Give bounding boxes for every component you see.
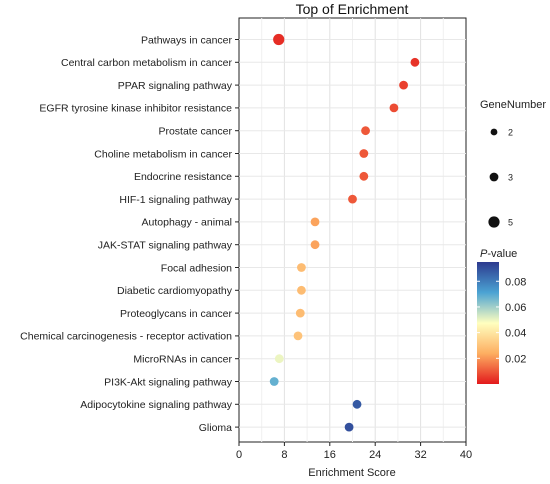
color-scale-bar <box>477 262 499 384</box>
x-axis-ticks: 0 8 16 24 32 40 <box>236 442 472 461</box>
category-label: PPAR signaling pathway <box>118 80 233 92</box>
category-label: Chemical carcinogenesis - receptor activ… <box>20 331 232 343</box>
data-point <box>274 354 284 364</box>
category-label: Autophagy - animal <box>142 217 232 229</box>
size-legend: GeneNumber 2 3 5 <box>480 99 546 228</box>
category-label: PI3K-Akt signaling pathway <box>104 376 233 388</box>
data-point <box>297 263 306 272</box>
category-label: Proteoglycans in cancer <box>120 308 233 320</box>
category-label: Glioma <box>199 422 232 434</box>
data-point <box>361 126 370 136</box>
category-label: Central carbon metabolism in cancer <box>61 57 232 69</box>
size-legend-label: 2 <box>508 128 513 138</box>
size-legend-label: 3 <box>508 173 513 183</box>
plot-area <box>238 17 467 443</box>
size-legend-dot <box>490 128 498 136</box>
category-label: Pathways in cancer <box>141 34 233 46</box>
color-legend: P-value 0.02 0.04 0.06 0.08 <box>477 248 526 384</box>
category-label: Choline metabolism in cancer <box>94 148 232 160</box>
color-tick-label: 0.08 <box>505 276 526 288</box>
x-tick-label: 8 <box>281 449 287 461</box>
size-legend-dot <box>489 172 499 182</box>
data-point <box>273 33 285 46</box>
category-label: JAK-STAT signaling pathway <box>98 240 233 252</box>
chart-title: Top of Enrichment <box>296 1 409 17</box>
category-label: Adipocytokine signaling pathway <box>80 399 233 411</box>
data-point <box>297 285 306 295</box>
data-point <box>293 331 303 341</box>
data-point <box>359 149 369 158</box>
x-tick-label: 16 <box>324 449 336 461</box>
category-label: Focal adhesion <box>161 262 232 274</box>
data-point <box>389 103 399 113</box>
category-label: HIF-1 signaling pathway <box>119 194 232 206</box>
category-label: Diabetic cardiomyopathy <box>117 285 233 297</box>
x-axis-label: Enrichment Score <box>308 467 395 479</box>
x-tick-label: 32 <box>414 449 426 461</box>
data-point <box>348 194 357 204</box>
category-label: Prostate cancer <box>158 126 232 138</box>
data-point <box>359 171 369 181</box>
category-label: Endocrine resistance <box>134 171 232 183</box>
data-point <box>295 308 305 318</box>
size-legend-title: GeneNumber <box>480 99 546 111</box>
data-point <box>310 240 320 250</box>
data-point <box>269 377 279 386</box>
data-point <box>399 80 408 90</box>
data-point <box>344 422 354 432</box>
data-point <box>352 399 362 409</box>
x-tick-label: 24 <box>369 449 381 461</box>
data-point <box>410 57 420 67</box>
color-tick-label: 0.06 <box>505 302 526 314</box>
color-tick-label: 0.04 <box>505 328 526 340</box>
category-labels: Pathways in cancer Central carbon metabol… <box>20 34 239 434</box>
x-tick-label: 0 <box>236 449 242 461</box>
size-legend-label: 5 <box>508 218 513 228</box>
x-tick-label: 40 <box>460 449 472 461</box>
color-tick-label: 0.02 <box>505 353 526 365</box>
color-legend-title: P-value <box>480 248 517 260</box>
category-label: EGFR tyrosine kinase inhibitor resistanc… <box>39 103 232 115</box>
size-legend-dot <box>488 216 500 228</box>
data-point <box>310 217 320 227</box>
category-label: MicroRNAs in cancer <box>133 354 232 366</box>
